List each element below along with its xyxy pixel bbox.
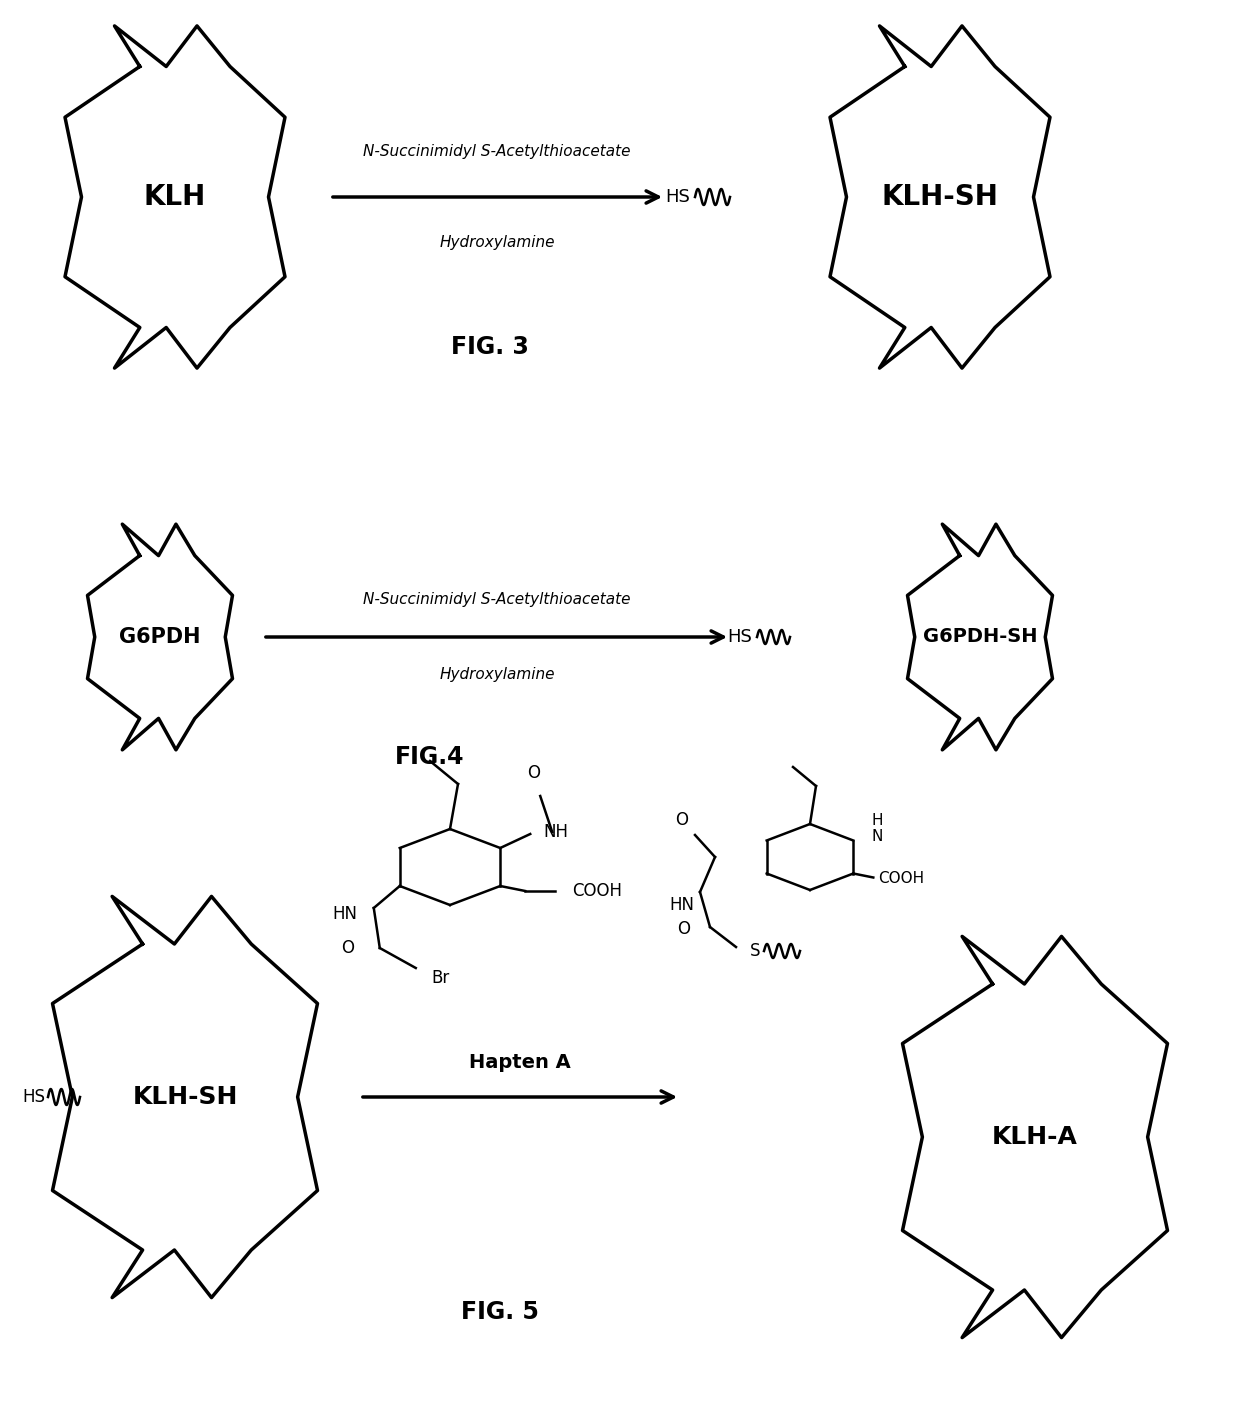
Polygon shape xyxy=(88,525,233,750)
Polygon shape xyxy=(908,525,1053,750)
Text: COOH: COOH xyxy=(878,871,925,886)
Text: FIG. 3: FIG. 3 xyxy=(451,335,529,359)
Text: HS: HS xyxy=(665,189,689,205)
Text: KLH: KLH xyxy=(144,183,206,211)
Text: HS: HS xyxy=(22,1088,45,1106)
Text: Hydroxylamine: Hydroxylamine xyxy=(439,667,554,682)
Polygon shape xyxy=(830,25,1050,369)
Text: G6PDH: G6PDH xyxy=(119,628,201,647)
Text: HS: HS xyxy=(727,628,751,646)
Text: G6PDH-SH: G6PDH-SH xyxy=(923,628,1037,646)
Text: HN: HN xyxy=(332,905,358,923)
Polygon shape xyxy=(52,896,317,1297)
Text: COOH: COOH xyxy=(572,882,622,900)
Text: NH: NH xyxy=(543,823,568,841)
Text: O: O xyxy=(341,938,355,957)
Text: S: S xyxy=(750,943,760,960)
Text: N-Succinimidyl S-Acetylthioacetate: N-Succinimidyl S-Acetylthioacetate xyxy=(363,144,631,159)
Text: Br: Br xyxy=(432,969,450,986)
Polygon shape xyxy=(64,25,285,369)
Text: KLH-SH: KLH-SH xyxy=(133,1085,238,1109)
Text: KLH-A: KLH-A xyxy=(992,1126,1078,1150)
Polygon shape xyxy=(903,937,1168,1338)
Text: N: N xyxy=(872,829,883,844)
Text: FIG. 5: FIG. 5 xyxy=(461,1300,539,1324)
Text: O: O xyxy=(676,810,688,829)
Text: O: O xyxy=(677,920,691,938)
Text: O: O xyxy=(527,764,539,782)
Text: FIG.4: FIG.4 xyxy=(396,744,465,770)
Text: H: H xyxy=(872,813,883,827)
Text: Hydroxylamine: Hydroxylamine xyxy=(439,235,554,250)
Text: HN: HN xyxy=(670,896,694,915)
Text: N-Succinimidyl S-Acetylthioacetate: N-Succinimidyl S-Acetylthioacetate xyxy=(363,592,631,606)
Text: Hapten A: Hapten A xyxy=(469,1052,570,1072)
Text: KLH-SH: KLH-SH xyxy=(882,183,998,211)
